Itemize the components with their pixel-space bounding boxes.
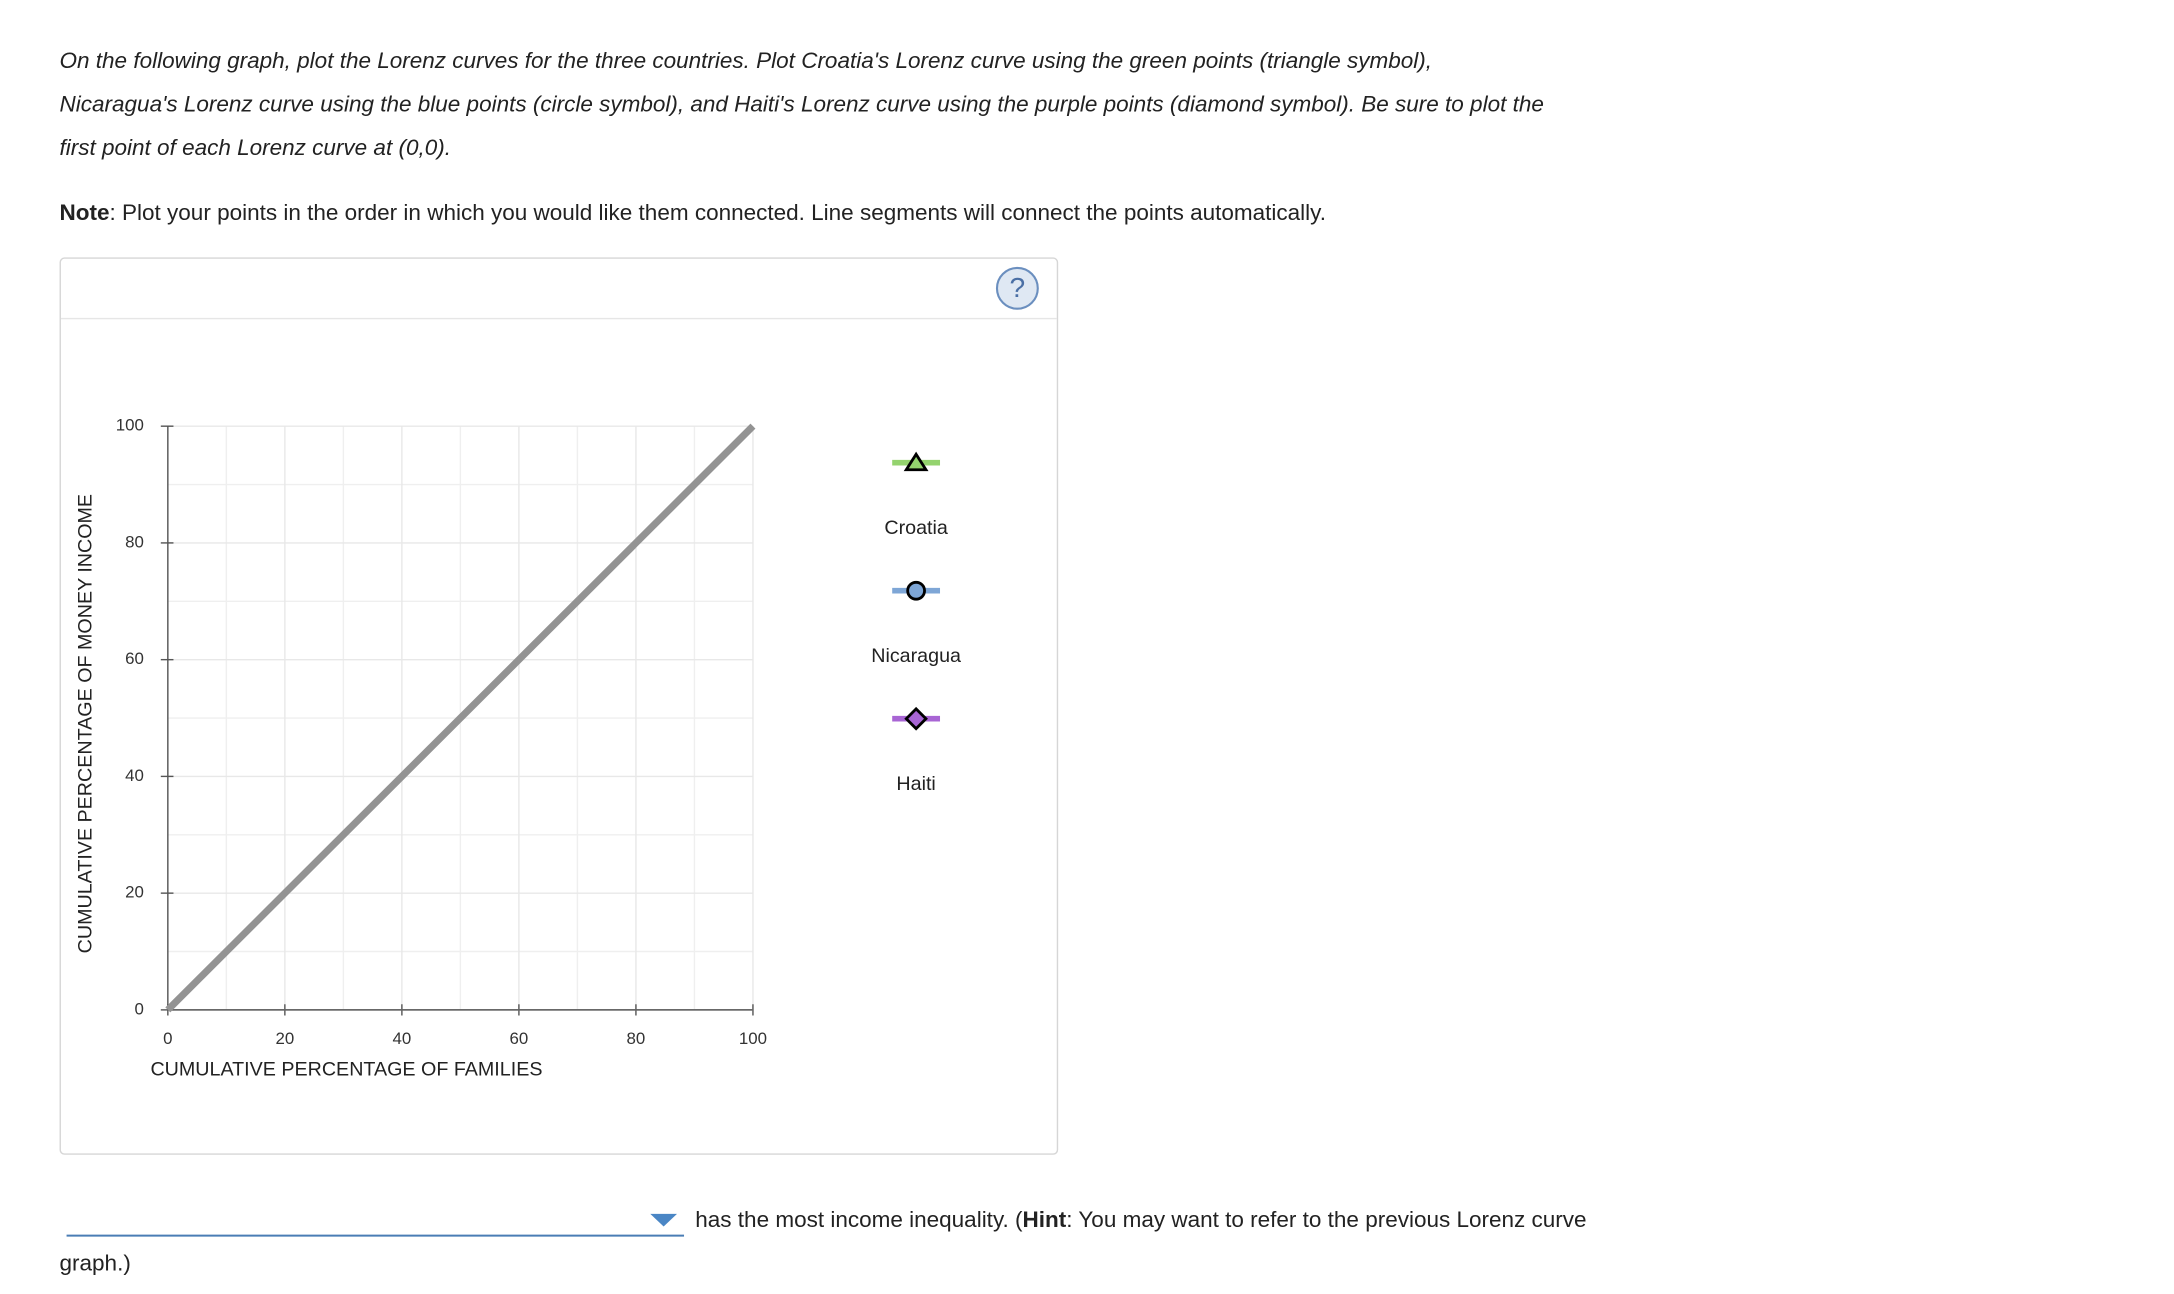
instruction-line: On the following graph, plot the Lorenz … (60, 48, 1433, 73)
note-label: Note (60, 200, 110, 225)
x-tick-label: 80 (627, 1029, 646, 1048)
legend-marker (906, 580, 926, 601)
x-axis-title: CUMULATIVE PERCENTAGE OF FAMILIES (150, 1059, 542, 1081)
answer-dropdown[interactable] (66, 1198, 685, 1237)
x-tick-label: 20 (275, 1029, 294, 1048)
y-tick-label: 0 (135, 999, 144, 1018)
y-tick-label: 80 (125, 532, 144, 551)
y-axis-title: CUMULATIVE PERCENTAGE OF MONEY INCOME (74, 494, 96, 953)
x-tick-label: 0 (163, 1029, 172, 1048)
question-lead: has the most income inequality. ( (695, 1207, 1023, 1232)
legend-marker (903, 451, 929, 472)
hint-label: Hint (1023, 1207, 1067, 1232)
equality-line (165, 423, 756, 1013)
help-button[interactable]: ? (995, 266, 1039, 310)
y-tick-label: 20 (125, 883, 144, 902)
legend-label: Haiti (896, 773, 935, 795)
hint-end: graph.) (60, 1250, 131, 1275)
help-icon[interactable]: ? (1010, 272, 1026, 303)
hint-text: : You may want to refer to the previous … (1066, 1207, 1586, 1232)
x-tick-label: 100 (739, 1029, 767, 1048)
x-tick-label: 60 (510, 1029, 529, 1048)
instruction-line: first point of each Lorenz curve at (0,0… (60, 135, 451, 160)
plot-area[interactable]: 0 20 40 60 80 100 0 20 40 60 80 100 CUMULATIVE PERCE… (74, 416, 961, 1081)
dropdown-field[interactable] (67, 1198, 684, 1237)
legend-label: Nicaragua (871, 645, 961, 667)
graph-panel (59, 257, 1059, 1155)
legend-tool[interactable]: Croatia (884, 451, 948, 539)
y-tick-label: 40 (125, 766, 144, 785)
help-circle[interactable] (995, 266, 1039, 310)
legend-tool[interactable]: Haiti (892, 706, 941, 795)
question-text: has the most income inequality. (Hint: Y… (695, 1207, 1586, 1232)
dropdown-arrow[interactable] (650, 1213, 677, 1227)
y-tick-label: 100 (116, 416, 144, 435)
legend-label: Croatia (884, 517, 948, 539)
legend-marker (904, 706, 928, 731)
note: Note: Plot your points in the order in w… (60, 200, 1326, 225)
note-text: : Plot your points in the order in which… (110, 200, 1326, 225)
legend-tool[interactable]: Nicaragua (871, 580, 961, 667)
x-tick-label: 40 (393, 1029, 412, 1048)
instruction-line: Nicaragua's Lorenz curve using the blue … (60, 91, 1544, 116)
y-tick-label: 60 (125, 649, 144, 668)
